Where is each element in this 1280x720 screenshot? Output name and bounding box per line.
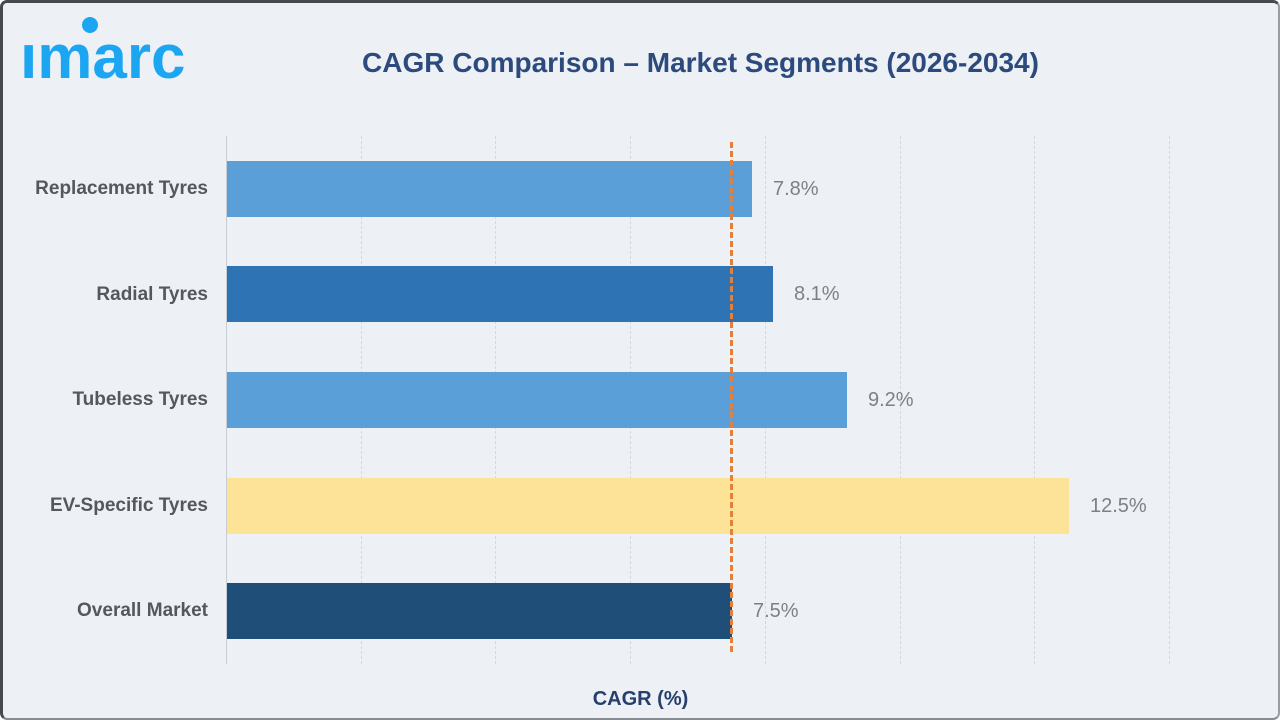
bar-tubeless-tyres [227,372,847,428]
bar-radial-tyres [227,266,773,322]
y-axis-line [226,136,227,664]
imarc-logo: ımarc [20,11,230,101]
value-label-replacement-tyres: 7.8% [773,178,819,200]
imarc-logo-text: ımarc [20,23,186,92]
value-label-overall-market: 7.5% [753,600,799,622]
bar-overall-market [227,583,732,639]
plot-area: 7.8% 8.1% 9.2% 12.5% 7.5% [226,136,1270,664]
value-label-ev-specific-tyres: 12.5% [1090,495,1147,517]
value-label-tubeless-tyres: 9.2% [868,389,914,411]
chart-title: CAGR Comparison – Market Segments (2026-… [362,47,1039,78]
gridline-12pct [1034,136,1036,664]
x-axis-label: CAGR (%) [592,688,689,710]
bar-ev-specific-tyres [227,478,1069,534]
gridline-14pct [1168,136,1170,664]
category-label-tubeless-tyres: Tubeless Tyres [72,388,208,410]
value-label-radial-tyres: 8.1% [794,283,840,305]
gridline-10pct [899,136,901,664]
category-label-overall-market: Overall Market [77,599,208,621]
category-label-radial-tyres: Radial Tyres [96,283,208,305]
reference-line-overall-cagr [730,142,734,652]
imarc-logo-dot-icon [82,17,98,33]
category-label-replacement-tyres: Replacement Tyres [35,177,208,199]
category-label-ev-specific-tyres: EV-Specific Tyres [49,494,208,516]
bar-replacement-tyres [227,161,752,217]
